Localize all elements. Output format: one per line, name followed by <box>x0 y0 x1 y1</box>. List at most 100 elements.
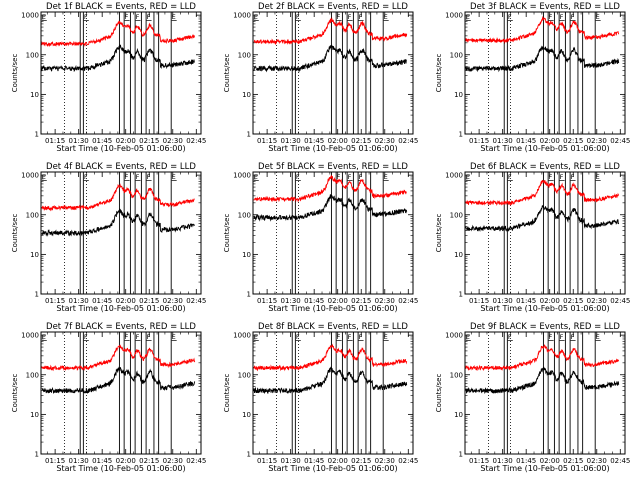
interval-marker: F <box>84 173 88 181</box>
interval-marker: E <box>42 13 46 21</box>
interval-marker: F <box>549 13 553 21</box>
x-axis-label: Start Time (10-Feb-05 01:06:00) <box>268 144 397 153</box>
x-tick-label: 02:30 <box>375 137 395 145</box>
y-tick-label: 1 <box>459 131 463 139</box>
interval-marker: E <box>172 13 176 21</box>
x-tick-label: 01:15 <box>469 457 489 465</box>
x-tick-label: 01:30 <box>493 457 513 465</box>
y-tick-label: 1000 <box>445 12 463 20</box>
x-tick-label: 01:15 <box>45 297 65 305</box>
interval-marker: F <box>84 13 88 21</box>
y-axis-label: Counts/sec <box>223 54 231 93</box>
interval-marker: F <box>147 13 151 21</box>
x-tick-label: 01:30 <box>493 137 513 145</box>
x-tick-label: 02:45 <box>398 457 418 465</box>
series-events-line <box>41 208 195 237</box>
series-events-line <box>253 44 407 73</box>
y-tick-label: 1 <box>247 451 251 459</box>
y-tick-label: 1 <box>459 291 463 299</box>
interval-marker: E <box>596 13 600 21</box>
x-tick-label: 02:30 <box>587 137 607 145</box>
interval-marker: F <box>136 13 140 21</box>
plot-frame <box>40 171 202 295</box>
y-tick-label: 100 <box>238 211 251 219</box>
x-tick-label: 01:30 <box>69 137 89 145</box>
x-axis-label: Start Time (10-Feb-05 01:06:00) <box>480 144 609 153</box>
interval-marker: F <box>147 333 151 341</box>
x-tick-label: 02:45 <box>186 137 206 145</box>
interval-marker: E <box>596 333 600 341</box>
x-tick-label: 02:30 <box>375 297 395 305</box>
interval-marker: E <box>172 333 176 341</box>
interval-marker: F <box>560 13 564 21</box>
interval-marker: E <box>384 333 388 341</box>
x-tick-label: 02:15 <box>351 457 371 465</box>
series-lld-line <box>253 174 407 203</box>
y-axis-label: Counts/sec <box>435 214 443 253</box>
x-tick-label: 01:45 <box>92 137 112 145</box>
y-axis-label: Counts/sec <box>435 54 443 93</box>
y-axis-label: Counts/sec <box>11 54 19 93</box>
x-tick-label: 02:00 <box>116 457 136 465</box>
interval-marker: F <box>348 173 352 181</box>
interval-marker: E <box>42 333 46 341</box>
y-tick-label: 100 <box>450 51 463 59</box>
x-tick-label: 01:15 <box>257 457 277 465</box>
series-events-line <box>253 194 408 222</box>
x-tick-label: 02:30 <box>587 297 607 305</box>
interval-marker: F <box>560 173 564 181</box>
y-tick-label: 10 <box>30 91 39 99</box>
interval-marker: F <box>337 333 341 341</box>
panel-title: Det 3f BLACK = Events, RED = LLD <box>470 2 620 12</box>
series-lld-line <box>253 343 408 372</box>
series-lld-line <box>253 17 408 46</box>
series-lld-line <box>41 183 195 212</box>
panel-title: Det 5f BLACK = Events, RED = LLD <box>258 162 408 172</box>
y-tick-label: 10 <box>30 251 39 259</box>
x-axis-label: Start Time (10-Feb-05 01:06:00) <box>56 144 185 153</box>
y-tick-label: 1000 <box>233 172 251 180</box>
x-tick-label: 01:30 <box>493 297 513 305</box>
y-axis-label: Counts/sec <box>11 214 19 253</box>
panel-title: Det 4f BLACK = Events, RED = LLD <box>46 162 196 172</box>
interval-marker: E <box>42 173 46 181</box>
interval-marker: F <box>125 173 129 181</box>
x-tick-label: 01:45 <box>92 297 112 305</box>
y-tick-label: 1000 <box>21 172 39 180</box>
x-tick-label: 01:45 <box>92 457 112 465</box>
y-tick-label: 10 <box>242 91 251 99</box>
interval-marker: E <box>254 173 258 181</box>
x-tick-label: 02:45 <box>186 457 206 465</box>
x-axis-label: Start Time (10-Feb-05 01:06:00) <box>268 304 397 313</box>
panel-7: Det 7f BLACK = Events, RED = LLD Counts/s… <box>11 322 206 473</box>
panel-title: Det 1f BLACK = Events, RED = LLD <box>46 2 196 12</box>
x-tick-label: 01:15 <box>45 137 65 145</box>
x-tick-label: 02:15 <box>139 297 159 305</box>
y-tick-label: 100 <box>26 51 39 59</box>
interval-marker: E <box>466 13 470 21</box>
y-tick-label: 10 <box>242 251 251 259</box>
interval-marker: E <box>172 173 176 181</box>
x-axis-label: Start Time (10-Feb-05 01:06:00) <box>480 464 609 473</box>
series-lld-line <box>41 20 196 48</box>
interval-marker: F <box>560 333 564 341</box>
interval-marker: F <box>549 173 553 181</box>
interval-marker: F <box>359 173 363 181</box>
y-axis-label: Counts/sec <box>223 214 231 253</box>
panel-title: Det 8f BLACK = Events, RED = LLD <box>258 322 408 332</box>
y-tick-label: 100 <box>26 211 39 219</box>
y-tick-label: 10 <box>30 411 39 419</box>
panel-4: Det 4f BLACK = Events, RED = LLD Counts/s… <box>11 162 206 313</box>
panel-3: Det 3f BLACK = Events, RED = LLD Counts/s… <box>435 2 630 153</box>
series-lld-line <box>41 344 196 372</box>
interval-marker: F <box>296 173 300 181</box>
x-tick-label: 02:00 <box>328 297 348 305</box>
x-axis-label: Start Time (10-Feb-05 01:06:00) <box>56 304 185 313</box>
x-tick-label: 02:00 <box>540 457 560 465</box>
plot-frame <box>464 171 626 295</box>
interval-marker: F <box>348 333 352 341</box>
series-events-line <box>465 45 620 73</box>
x-tick-label: 02:00 <box>116 297 136 305</box>
x-tick-label: 02:15 <box>139 137 159 145</box>
x-tick-label: 01:45 <box>516 297 536 305</box>
